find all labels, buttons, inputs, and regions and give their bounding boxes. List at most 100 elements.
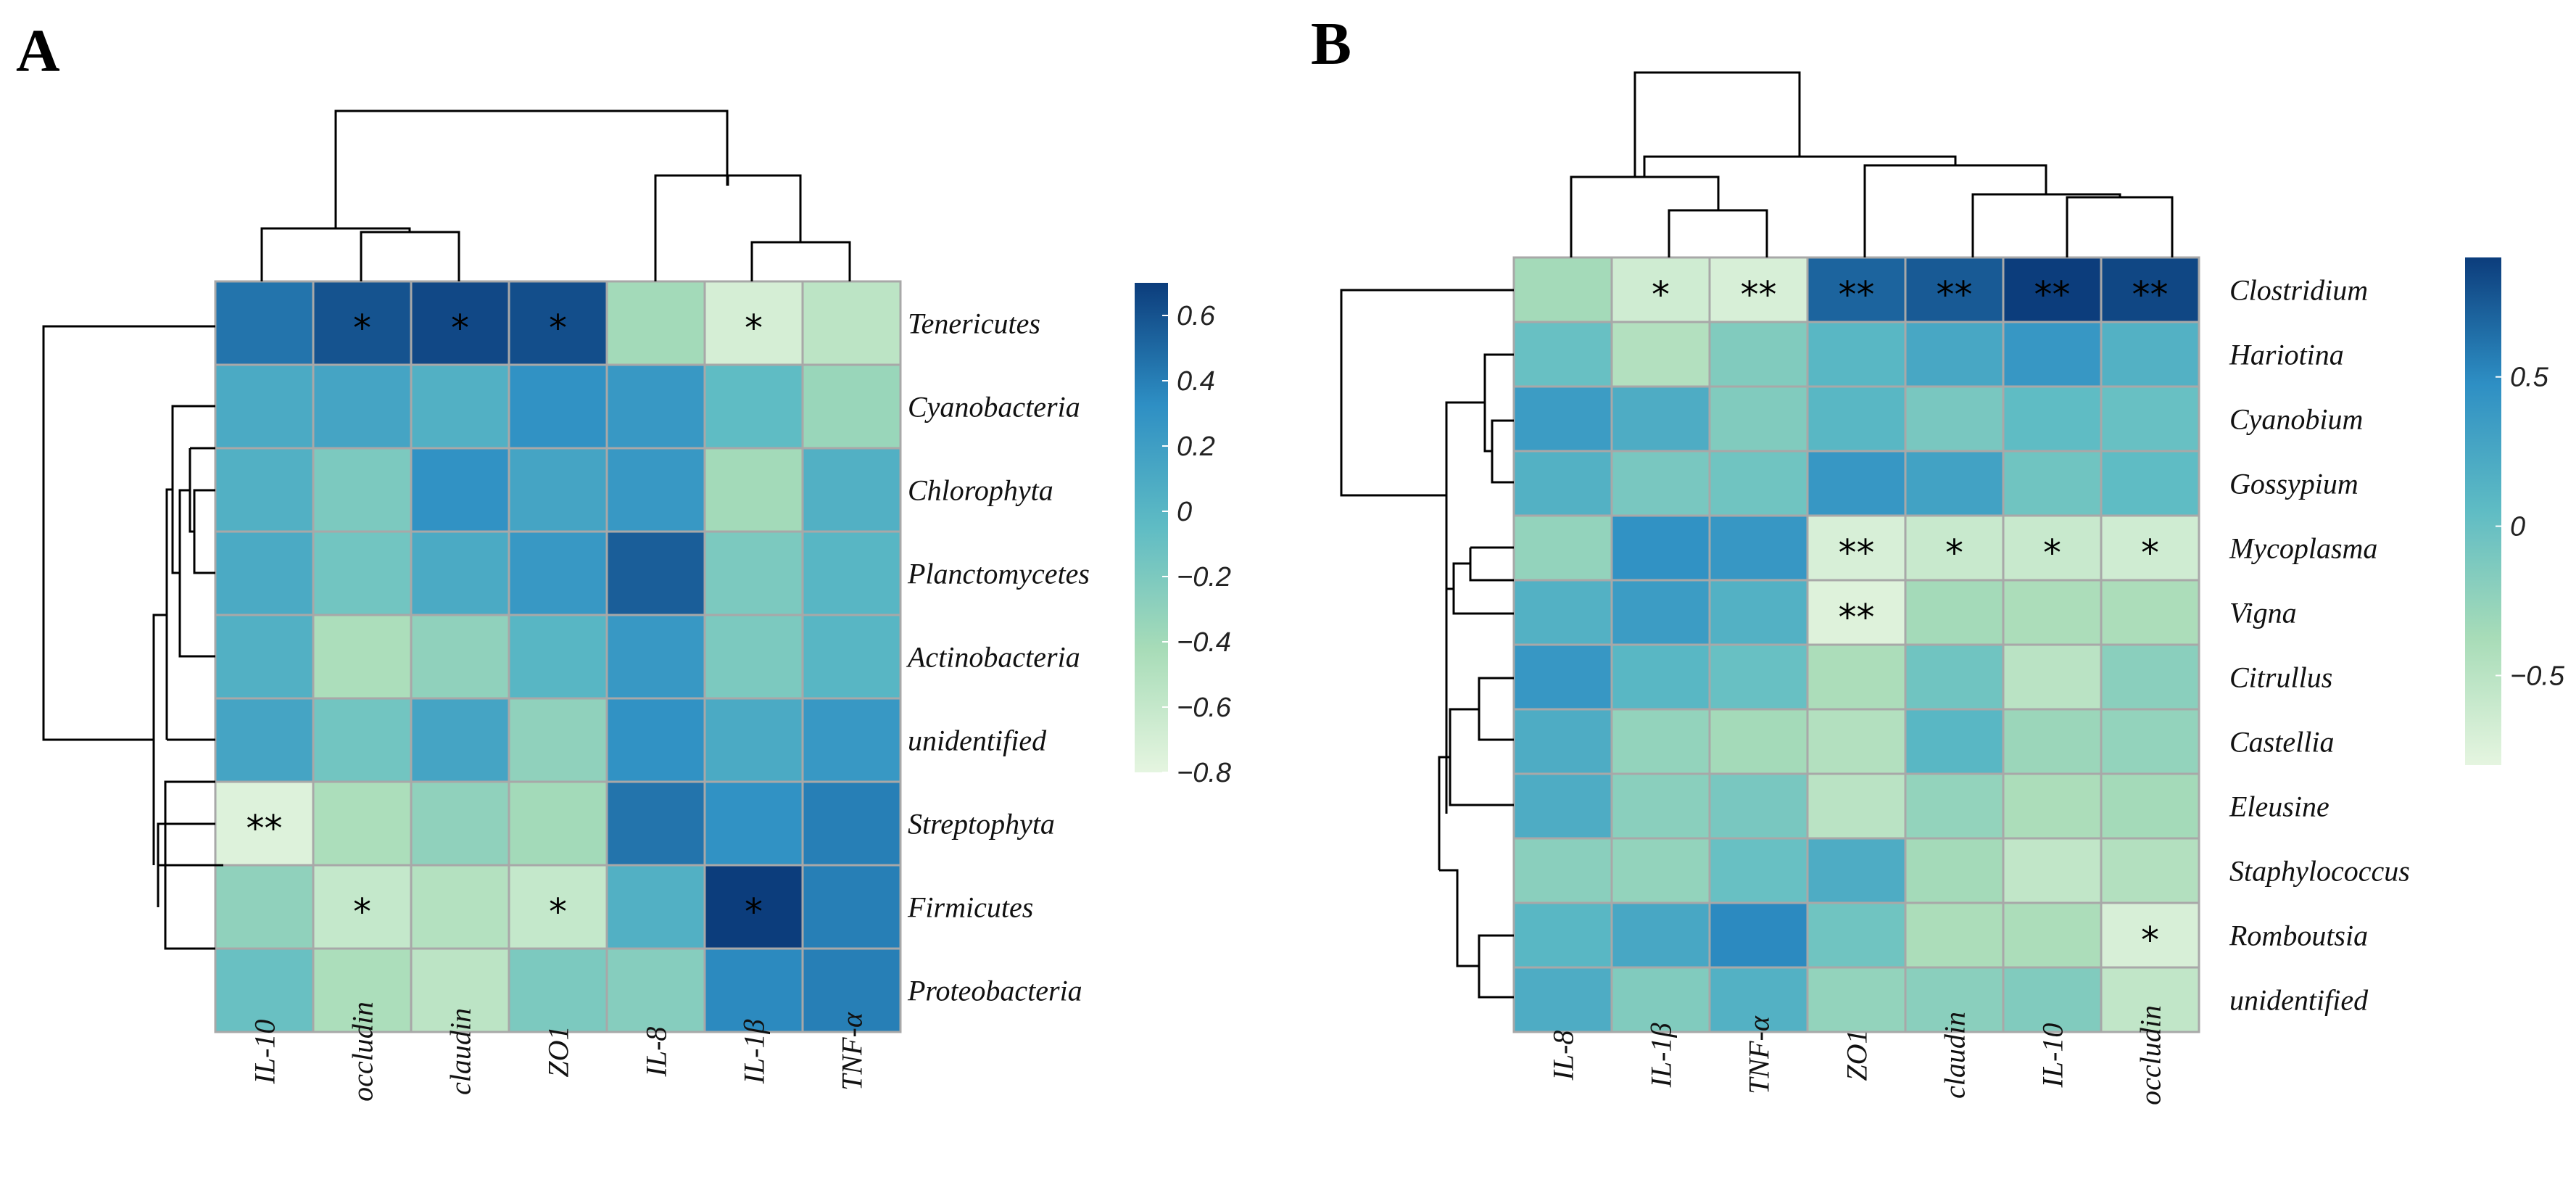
heatmap-b-row-label: unidentified xyxy=(2229,984,2369,1017)
heatmap-b-cell xyxy=(1708,256,1809,323)
heatmap-b-cell xyxy=(1904,579,2005,646)
heatmap-b-cell xyxy=(2002,385,2103,453)
heatmap-b-cell xyxy=(2100,643,2200,711)
heatmap-a-cell xyxy=(214,780,315,867)
heatmap-b-significance-mark: * xyxy=(2141,532,2159,574)
heatmap-a-cells xyxy=(214,280,902,1033)
heatmap-b-column-label: IL-8 xyxy=(1547,1031,1580,1081)
heatmap-a-cell xyxy=(410,363,510,450)
heatmap-a-significance-mark: * xyxy=(353,891,371,933)
heatmap-b-column-label: claudin xyxy=(1939,1012,1971,1099)
heatmap-a-colorbar-tick-label: −0.6 xyxy=(1177,693,1232,723)
heatmap-b-cell xyxy=(1904,385,2005,453)
heatmap-a-cell xyxy=(801,614,902,700)
heatmap-b-column-dendrogram xyxy=(1570,71,2174,257)
heatmap-a-cell xyxy=(410,447,510,533)
heatmap-a-cell xyxy=(410,614,510,700)
heatmap-a-row-label: unidentified xyxy=(908,724,1047,757)
heatmap-b-colorbar-tick-label: −0.5 xyxy=(2510,661,2565,691)
heatmap-a-cell xyxy=(410,780,510,867)
heatmap-a-column-dendrogram xyxy=(260,110,851,281)
heatmap-a-colorbar-tick-label: −0.2 xyxy=(1177,562,1231,592)
heatmap-a-cell xyxy=(508,614,608,700)
heatmap-a-cell xyxy=(312,363,413,450)
heatmap-b-cell xyxy=(1708,837,1809,904)
heatmap-b-cell xyxy=(2002,450,2103,517)
heatmap-a-cell xyxy=(703,864,804,950)
heatmap-b-colorbar-tick-label: 0.5 xyxy=(2510,363,2549,393)
heatmap-a-colorbar-tick-label: 0 xyxy=(1177,497,1192,527)
heatmap-a-cell xyxy=(312,280,413,366)
heatmap-b-cell xyxy=(1806,966,1907,1033)
heatmap-panel-a: A * * * **** * * TenericutesCyanobacteriaChlo… xyxy=(16,17,1232,1102)
heatmap-b-significance-mark: * xyxy=(2141,920,2159,962)
heatmap-b-cell xyxy=(1806,772,1907,840)
heatmap-b-cell xyxy=(2002,256,2103,323)
heatmap-a-cell xyxy=(214,363,315,450)
heatmap-b-cell xyxy=(1610,837,1711,904)
heatmap-b-cell xyxy=(1610,708,1711,775)
heatmap-b-cell xyxy=(1904,450,2005,517)
heatmap-b-significance-mark: ** xyxy=(2132,274,2169,316)
heatmap-a-cell xyxy=(605,280,706,366)
heatmap-a-significance-mark: * xyxy=(353,307,371,350)
heatmap-b-cell xyxy=(1610,901,1711,969)
heatmap-b-cell xyxy=(1904,708,2005,775)
heatmap-b-cell xyxy=(1904,321,2005,388)
heatmap-a-significance-mark: ** xyxy=(247,808,283,850)
heatmap-a-cell xyxy=(214,530,315,616)
heatmap-b-cell xyxy=(1512,643,1613,711)
heatmap-a-cell xyxy=(801,697,902,783)
heatmap-a-cell xyxy=(312,864,413,950)
heatmap-b-row-dendrogram xyxy=(1340,289,1514,999)
heatmap-a-column-label: occludin xyxy=(347,1002,379,1102)
heatmap-b-row-label: Castellia xyxy=(2229,726,2334,759)
heatmap-b-column-label: TNF-α xyxy=(1743,1015,1776,1094)
heatmap-b-cell xyxy=(2002,837,2103,904)
heatmap-b-cell xyxy=(1512,385,1613,453)
heatmap-a-cell xyxy=(605,947,706,1033)
heatmap-a-cell xyxy=(801,947,902,1033)
heatmap-a-row-labels: Tenericutes Cyanobacteria Chlorophyta Planc… xyxy=(906,307,1090,1007)
heatmap-b-cell xyxy=(2002,772,2103,840)
heatmap-b-cell xyxy=(1512,579,1613,646)
heatmap-b-significance-mark: * xyxy=(1652,274,1670,316)
heatmap-a-significance-mark: * xyxy=(451,307,469,350)
heatmap-a-column-labels: IL-10 occludin claudin ZO1 IL-8 IL-1β TNF-α xyxy=(249,1002,869,1102)
heatmap-a-colorbar-ticks: 0.6 0.4 0.2 0 −0.2 −0.4 −0.6 −0.8 xyxy=(1162,301,1232,788)
heatmap-a-row-dendrogram xyxy=(42,325,223,950)
heatmap-a-cell xyxy=(312,614,413,700)
heatmap-b-row-label: Citrullus xyxy=(2229,661,2332,694)
heatmap-a-colorbar-tick-label: −0.4 xyxy=(1177,627,1231,658)
heatmap-b-column-labels: IL-8 IL-1β TNF-α ZO1 claudin IL-10 occludin xyxy=(1547,1005,2167,1105)
heatmap-a-cell xyxy=(703,447,804,533)
heatmap-a-cell xyxy=(410,864,510,950)
heatmap-a-column-label: IL-1β xyxy=(738,1020,771,1085)
heatmap-a-row-label: Actinobacteria xyxy=(906,641,1080,674)
heatmap-a-cell xyxy=(605,447,706,533)
heatmap-a-colorbar-tick-label: −0.8 xyxy=(1177,758,1231,788)
heatmap-b-significance-mark: ** xyxy=(1839,532,1875,574)
heatmap-b-cell xyxy=(1806,643,1907,711)
heatmap-a-cell xyxy=(508,947,608,1033)
heatmap-b-cell xyxy=(1512,837,1613,904)
heatmap-a-row-label: Proteobacteria xyxy=(907,975,1082,1007)
heatmap-a-colorbar xyxy=(1135,283,1168,772)
heatmap-b-cells xyxy=(1512,256,2200,1033)
heatmap-a-cell xyxy=(410,530,510,616)
heatmap-b-cell xyxy=(1806,321,1907,388)
heatmap-b-cell xyxy=(2002,901,2103,969)
heatmap-b-cell xyxy=(1708,901,1809,969)
heatmap-a-column-label: IL-8 xyxy=(640,1027,673,1078)
heatmap-a-cell xyxy=(703,530,804,616)
heatmap-b-cell xyxy=(1610,450,1711,517)
heatmap-b-cell xyxy=(1610,966,1711,1033)
heatmap-b-column-label: occludin xyxy=(2134,1005,2167,1105)
heatmap-a-cell xyxy=(312,697,413,783)
heatmap-a-significance-mark: * xyxy=(549,307,567,350)
heatmap-b-cell xyxy=(1708,772,1809,840)
heatmap-a-column-label: IL-10 xyxy=(249,1020,281,1085)
heatmap-b-column-label: ZO1 xyxy=(1841,1029,1873,1081)
heatmap-b-significance-mark: ** xyxy=(1937,274,1973,316)
heatmap-b-row-labels: Clostridium Hariotina Cyanobium Gossypium My… xyxy=(2229,274,2410,1017)
